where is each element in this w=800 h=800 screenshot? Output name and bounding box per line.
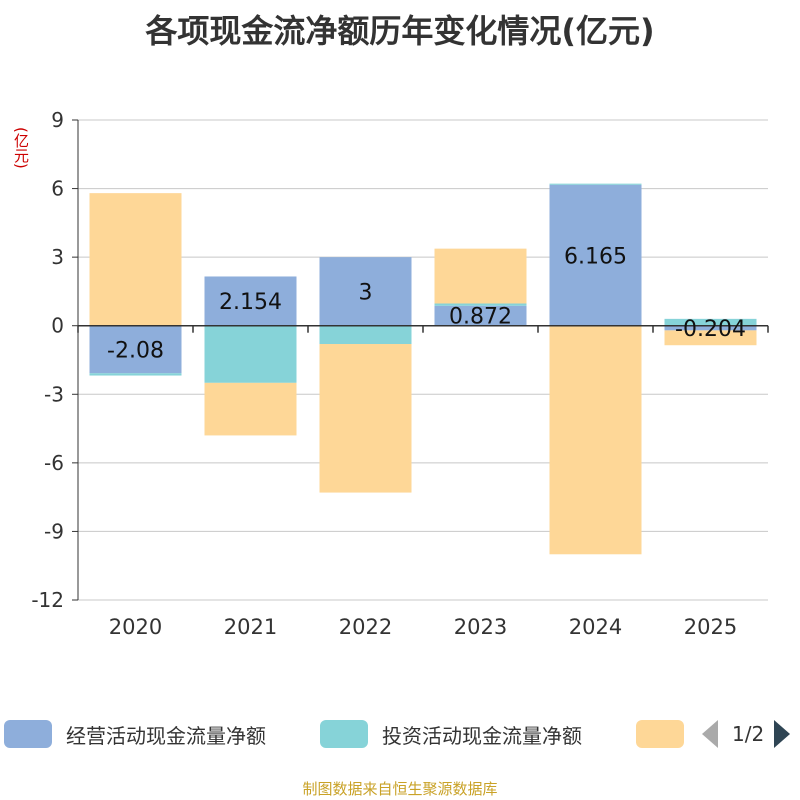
bar-financing-2022 xyxy=(319,344,412,493)
bar-operating-2022 xyxy=(319,257,412,326)
bar-financing-2023 xyxy=(434,248,527,304)
bar-investing-2022 xyxy=(319,325,412,344)
bar-operating-2025 xyxy=(664,325,757,331)
y-tick-label: 6 xyxy=(51,177,64,201)
legend-page-indicator: 1/2 xyxy=(732,722,765,746)
bar-financing-2020 xyxy=(89,193,182,326)
data-label-2020: -2.08 xyxy=(107,338,164,363)
bar-investing-2023 xyxy=(434,303,527,306)
x-tick-label: 2024 xyxy=(569,615,622,639)
legend-next-page-icon[interactable] xyxy=(774,720,791,748)
bar-financing-2024 xyxy=(549,325,642,555)
legend-swatch-investing xyxy=(320,720,368,748)
legend-swatch-financing xyxy=(636,720,684,748)
bar-investing-2020 xyxy=(89,373,182,376)
data-label-2022: 3 xyxy=(359,280,373,305)
bar-financing-2021 xyxy=(204,382,297,436)
data-label-2024: 6.165 xyxy=(564,244,627,269)
bar-operating-2021 xyxy=(204,276,297,326)
y-tick-label: -12 xyxy=(31,588,64,612)
legend-swatch-operating xyxy=(4,720,52,748)
x-tick-label: 2022 xyxy=(339,615,392,639)
legend-prev-page-icon[interactable] xyxy=(702,720,718,748)
bar-chart: 9 6 3 0 -3 -6 -9 -12 -2.08 2.154 3 0.872 6.165 -0.204… xyxy=(31,108,769,639)
y-tick-label: 0 xyxy=(51,314,64,338)
y-axis-unit-label: (亿元) xyxy=(12,127,30,169)
data-label-2023: 0.872 xyxy=(449,305,512,330)
bar-operating-2023 xyxy=(434,305,527,326)
legend-item-operating[interactable]: 经营活动现金流量净额 xyxy=(4,718,266,750)
data-source-note: 制图数据来自恒生聚源数据库 xyxy=(302,780,498,798)
bar-operating-2024 xyxy=(549,184,642,326)
data-label-2021: 2.154 xyxy=(219,290,282,315)
bar-investing-2024 xyxy=(549,183,642,185)
y-tick-label: 3 xyxy=(51,245,64,269)
legend: 经营活动现金流量净额 投资活动现金流量净额 1/2 xyxy=(0,714,800,758)
y-tick-label: 9 xyxy=(51,108,64,132)
legend-item-investing[interactable]: 投资活动现金流量净额 xyxy=(320,718,582,750)
legend-pager: 1/2 xyxy=(702,718,791,750)
legend-item-financing[interactable] xyxy=(636,718,684,750)
bar-investing-2025 xyxy=(664,318,757,326)
x-tick-label: 2025 xyxy=(684,615,737,639)
x-tick-label: 2020 xyxy=(109,615,162,639)
y-tick-label: -9 xyxy=(44,519,64,543)
bar-investing-2021 xyxy=(204,325,297,383)
x-tick-label: 2023 xyxy=(454,615,507,639)
y-tick-label: -3 xyxy=(44,382,64,406)
bar-financing-2025 xyxy=(664,330,757,346)
legend-label-operating: 经营活动现金流量净额 xyxy=(66,723,266,748)
legend-label-investing: 投资活动现金流量净额 xyxy=(382,723,582,748)
bar-operating-2020 xyxy=(89,325,182,374)
x-tick-label: 2021 xyxy=(224,615,277,639)
y-tick-label: -6 xyxy=(44,451,64,475)
chart-title: 各项现金流净额历年变化情况(亿元) xyxy=(145,12,655,50)
data-label-2025: -0.204 xyxy=(675,317,746,342)
